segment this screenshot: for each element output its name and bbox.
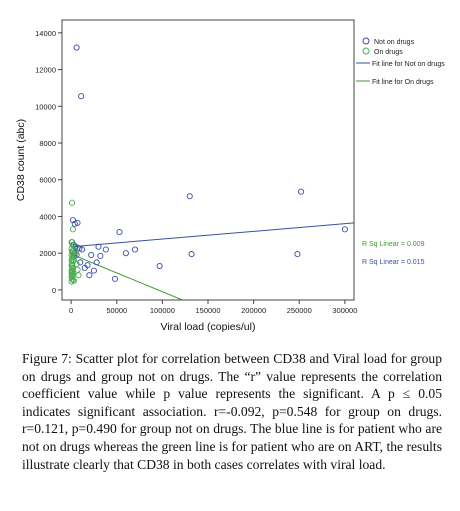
y-tick-label: 0 [52,286,56,295]
point-not-on-drugs [88,251,95,259]
point-not-on-drugs [298,188,305,195]
caption-text: Scatter plot for correlation between CD3… [22,351,442,472]
point-not-on-drugs [122,250,129,257]
x-tick-label: 300000 [332,306,357,315]
point-on-drugs [69,241,76,248]
point-not-on-drugs [77,259,84,266]
axis-ticks: 0 50000 100000 150000 200000 250000 300000 0 200… [35,29,357,315]
point-on-drugs [70,257,77,264]
y-tick-label: 8000 [39,139,56,148]
point-not-on-drugs [156,262,163,270]
data-points [68,44,348,285]
y-tick-label: 4000 [39,212,56,221]
point-on-drugs [72,248,79,255]
y-axis-title: CD38 count (abc) [15,119,27,201]
point-not-on-drugs [69,217,76,224]
plot-area [61,19,355,301]
fit-lines [70,222,354,300]
x-tick-label: 0 [69,306,73,315]
point-on-drugs [74,266,81,273]
point-not-on-drugs [74,219,81,226]
x-tick-label: 200000 [241,306,266,315]
point-not-on-drugs [79,246,86,253]
point-not-on-drugs [186,193,193,200]
point-not-on-drugs [78,93,85,100]
x-tick-label: 150000 [195,306,220,315]
y-tick-label: 12000 [35,66,56,75]
point-not-on-drugs [71,220,78,227]
legend-label-not-on-drugs: Not on drugs [374,39,415,46]
point-not-on-drugs [97,252,104,259]
point-not-on-drugs [111,275,118,282]
point-not-on-drugs [102,246,109,253]
point-not-on-drugs [95,243,102,250]
figure-caption: Figure 7: Scatter plot for correlation b… [22,350,442,473]
point-on-drugs [69,226,76,233]
rsq-label-on-drugs: R Sq Linear = 0.009 [362,241,425,248]
point-not-on-drugs [90,267,97,274]
y-tick-label: 2000 [39,249,56,258]
y-tick-label: 14000 [35,29,56,38]
legend: Not on drugs On drugs Fit line for Not o… [356,37,445,86]
legend-label-fit-not-on-drugs: Fit line for Not on drugs [372,61,445,68]
x-tick-label: 100000 [150,306,175,315]
legend-marker-on-drugs [362,47,370,55]
y-tick-label: 10000 [35,102,56,111]
point-not-on-drugs [86,272,93,279]
fit-line-on-drugs [70,253,183,300]
point-not-on-drugs [341,226,348,233]
x-tick-label: 250000 [287,306,312,315]
scatter-chart: 0 50000 100000 150000 200000 250000 300000 0 200… [15,19,445,333]
legend-label-fit-on-drugs: Fit line for On drugs [372,79,434,86]
point-not-on-drugs [294,251,301,258]
x-tick-label: 50000 [106,306,127,315]
point-not-on-drugs [81,264,88,271]
rsq-label-not-on-drugs: R Sq Linear = 0.015 [362,259,425,266]
fit-line-not-on-drugs [71,222,354,248]
point-not-on-drugs [73,44,80,51]
point-on-drugs [68,275,76,282]
point-not-on-drugs [93,259,100,266]
point-on-drugs [68,199,76,206]
point-not-on-drugs [131,246,139,253]
point-not-on-drugs [116,229,123,236]
point-on-drugs [68,239,75,246]
x-axis-title: Viral load (copies/ul) [161,321,256,333]
legend-marker-not-on-drugs [362,37,370,45]
legend-label-on-drugs: On drugs [374,49,403,56]
point-not-on-drugs [188,251,195,258]
figure-label: Figure 7: [22,351,72,366]
y-tick-label: 6000 [39,176,56,185]
point-on-drugs [69,276,76,283]
point-on-drugs [68,278,75,285]
